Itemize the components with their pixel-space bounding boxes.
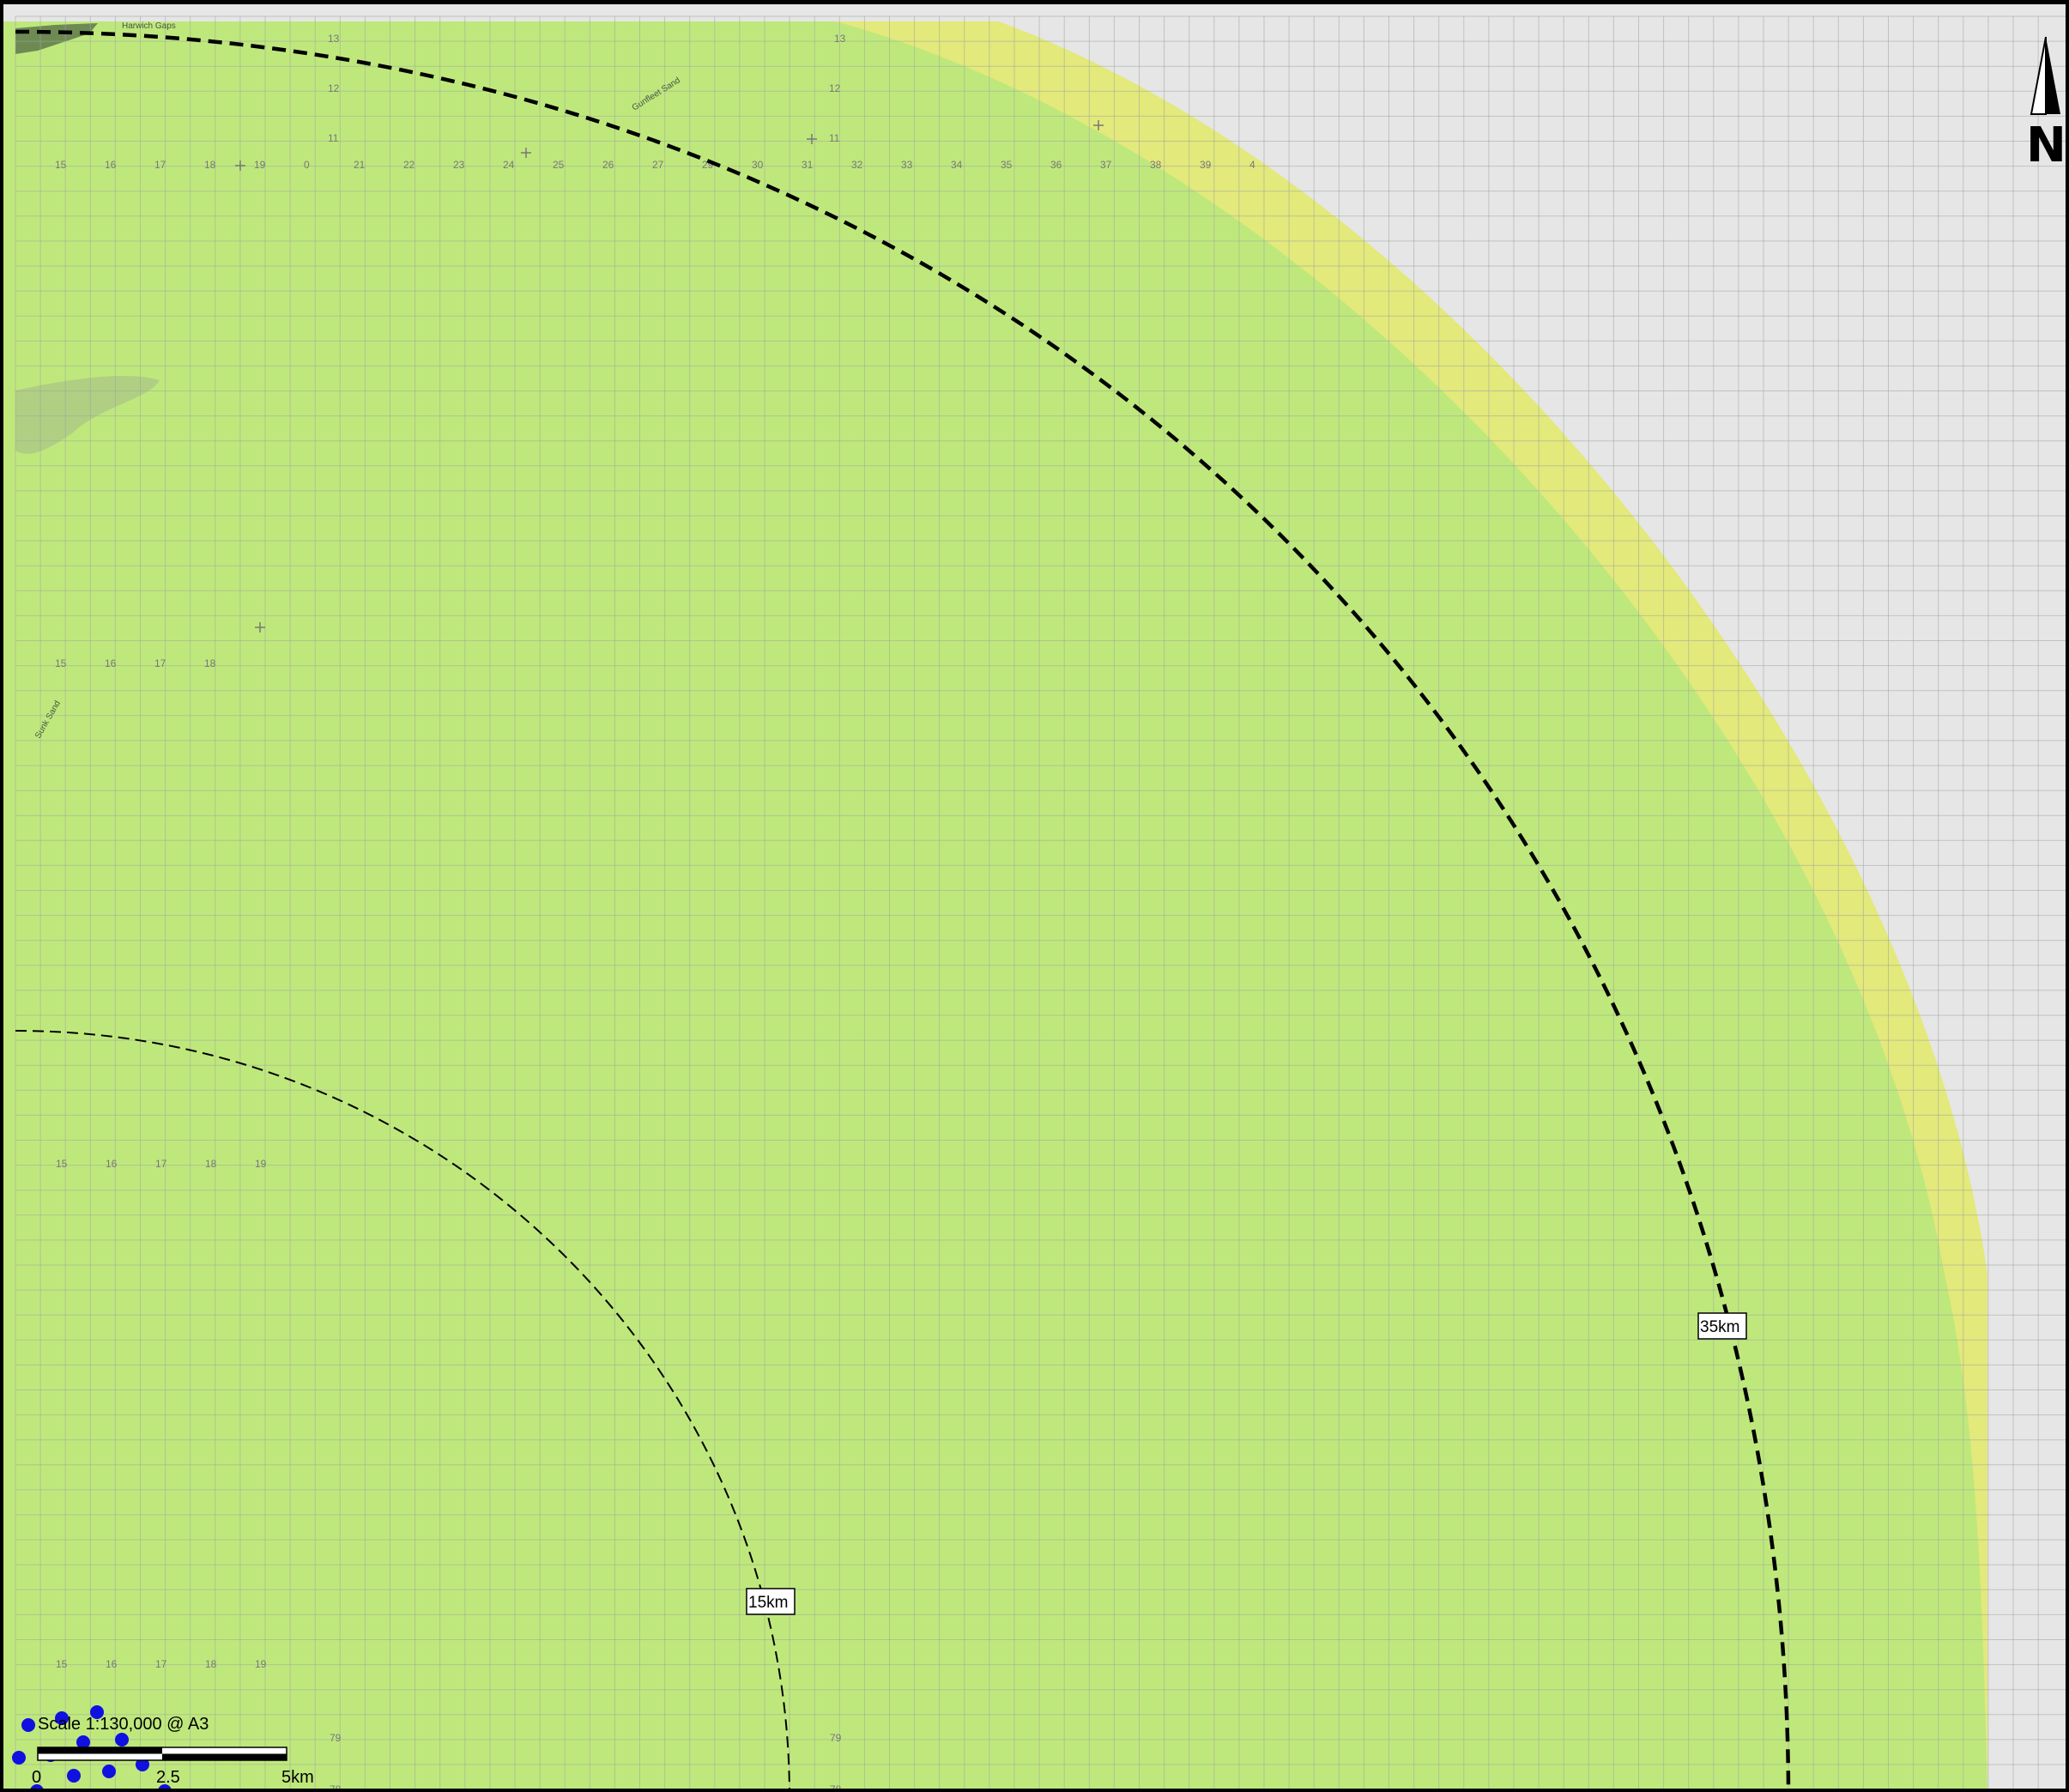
grid-num: 18 [204,657,216,669]
grid-num: 12 [328,82,340,94]
scale-tick-label: 0 [32,1768,41,1787]
point-marker [102,1765,116,1778]
grid-num: 15 [56,1658,68,1670]
grid-num: 34 [951,159,963,171]
inner-zone [3,21,1987,1789]
point-marker [55,1711,69,1725]
svg-text:15km: 15km [748,1594,788,1612]
point-marker [158,1784,172,1789]
grid-numbers: 13 12 11 13 12 11 15 16 17 18 19 0 21 22 23 24 25 2… [55,33,1255,1792]
grid-number-row: 15 16 17 18 19 [56,1658,267,1670]
grid-num: 17 [154,159,166,171]
point-marker [67,1769,81,1783]
grid-num: 32 [851,159,863,171]
grid-num: 17 [155,1658,167,1670]
grid-num: 17 [154,657,166,669]
scale-tick-label: 5km [281,1768,314,1787]
point-marker [115,1733,129,1747]
grid-num: 25 [553,159,565,171]
grid-num: 18 [205,1158,217,1170]
grid-num: 78 [330,1783,342,1792]
grid-num: 16 [105,159,117,171]
point-marker [12,1751,26,1765]
grid-num: 33 [901,159,913,171]
grid-number-row: 15 16 17 18 19 0 21 22 23 24 25 26 27 29 30 31 32 33 34 35 3… [55,159,1255,171]
point-marker [21,1718,35,1732]
grid-num: 12 [829,82,841,94]
grid-num: 16 [106,1658,118,1670]
north-letter: N [2026,118,2066,173]
scale-tick-label: 2.5 [156,1768,180,1787]
point-marker [90,1705,104,1719]
grid-num: 37 [1100,159,1112,171]
grid-num: 16 [106,1158,118,1170]
grid-num: 38 [1150,159,1162,171]
grid-num: 0 [304,159,310,171]
grid-num: 31 [802,159,814,171]
ring-35km [15,29,1791,1789]
land-patch [15,375,160,454]
point-markers [12,1705,172,1789]
grid-num: 21 [354,159,366,171]
map-canvas[interactable]: 13 12 11 13 12 11 15 16 17 18 19 0 21 22 23 24 25 2… [3,4,2069,1792]
point-marker [76,1735,90,1749]
north-arrow[interactable]: N [2026,36,2066,173]
grid-num: 78 [830,1783,842,1792]
grid-num: 4 [1249,159,1255,171]
grid-num: 11 [829,132,840,144]
grid-num: 15 [55,159,67,171]
grid-num: 39 [1200,159,1212,171]
grid-num: 30 [752,159,764,171]
grid-num: 18 [204,159,216,171]
grid-num: 13 [834,33,846,45]
grid-num: 36 [1050,159,1062,171]
ring-label-35km: 35km [1697,1312,1747,1340]
ring-label-15km: 15km [746,1588,796,1615]
grid-num: 19 [255,1158,267,1170]
grid-num: 79 [830,1732,842,1744]
grid-num: 16 [105,657,117,669]
grid-num: 18 [205,1658,217,1670]
grid-num: 17 [155,1158,167,1170]
grid-num: 11 [328,132,339,144]
feature-label-coast: Harwich Gaps [122,21,176,31]
svg-text:35km: 35km [1700,1318,1739,1336]
grid-num: 23 [453,159,465,171]
ring-15km [15,1030,790,1789]
grid-num: 19 [255,1658,267,1670]
grid-num: 15 [55,657,67,669]
grid-number-row: 15 16 17 18 [55,657,216,669]
scale-bar: Scale 1:130,000 @ A3 0 2.5 5km [32,1715,314,1787]
coastline [15,23,98,54]
point-marker [30,1784,44,1789]
grid-num: 13 [328,33,340,45]
grid-num: 27 [652,159,664,171]
grid-num: 26 [602,159,614,171]
scale-text: Scale 1:130,000 @ A3 [38,1715,209,1734]
grid-lines [15,15,2066,1789]
grid-num: 19 [254,159,266,171]
point-marker [136,1758,149,1771]
grid-number-row: 15 16 17 18 19 [56,1158,267,1170]
grid-crosses [235,120,1104,633]
grid-num: 79 [330,1732,342,1744]
grid-num: 15 [56,1158,68,1170]
grid-num: 35 [1001,159,1013,171]
grid-num: 22 [403,159,415,171]
grid-num: 24 [503,159,515,171]
